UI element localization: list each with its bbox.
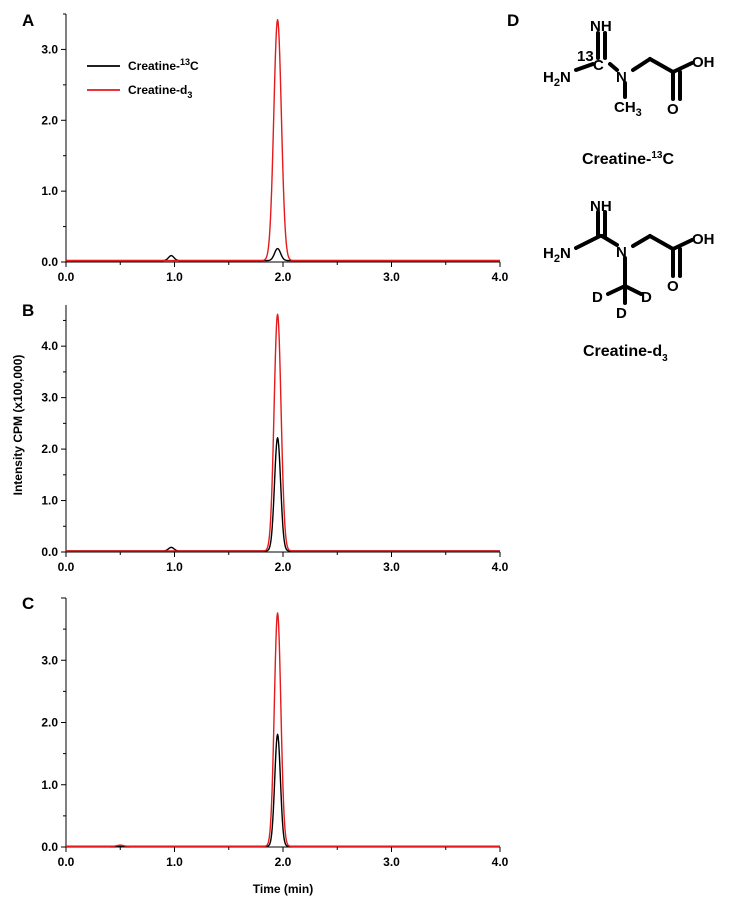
chromatogram-panel-c: 0.0 1.0 2.0 3.0 4.0 0.0 1.0 2.0 3.0 xyxy=(41,597,509,869)
series-line-creatine-d3 xyxy=(65,313,501,552)
atom-label: 13 xyxy=(577,48,594,65)
bond xyxy=(600,234,619,247)
x-tick-label: 3.0 xyxy=(383,560,400,574)
structure-creatine-d3: NH H2N N OH O D D D Creatine-d3 xyxy=(543,198,715,364)
atom-label: H2N xyxy=(543,69,571,89)
bond xyxy=(606,284,627,296)
x-tick-label: 2.0 xyxy=(275,855,292,869)
x-tick-label: 2.0 xyxy=(275,270,292,284)
structure-creatine-13c: NH 13 C H2N N OH O CH3 Creatine-13C xyxy=(543,18,715,168)
y-tick-label: 1.0 xyxy=(41,778,58,792)
bond xyxy=(574,62,595,72)
series-line-creatine-13c xyxy=(65,247,501,262)
y-tick-label: 3.0 xyxy=(41,391,58,405)
atom-label: O xyxy=(667,278,679,295)
atom-label: D xyxy=(616,305,627,322)
y-tick-label: 0.0 xyxy=(41,255,58,269)
bond xyxy=(648,234,675,251)
panel-letter-c: C xyxy=(22,594,34,613)
x-tick-label: 1.0 xyxy=(166,560,183,574)
x-tick-label: 1.0 xyxy=(166,855,183,869)
atom-label: OH xyxy=(692,54,715,71)
legend-label-creatine-d3: Creatine-d3 xyxy=(128,83,192,100)
y-tick-label: 0.0 xyxy=(41,840,58,854)
series-line-creatine-d3 xyxy=(65,18,501,262)
atom-label: NH xyxy=(590,18,612,35)
x-tick-label: 0.0 xyxy=(58,270,75,284)
y-tick-label: 1.0 xyxy=(41,494,58,508)
chromatogram-panel-a: 0.0 1.0 2.0 3.0 4.0 0.0 1.0 2.0 3.0 xyxy=(41,13,509,284)
atom-label: NH xyxy=(590,198,612,215)
y-tick-label: 4.0 xyxy=(41,339,58,353)
y-tick-label: 1.0 xyxy=(41,184,58,198)
panel-letter-a: A xyxy=(22,11,34,30)
bond xyxy=(608,62,619,72)
x-tick-label: 0.0 xyxy=(58,560,75,574)
y-tick-label: 3.0 xyxy=(41,42,58,56)
x-tick-label: 4.0 xyxy=(492,270,509,284)
y-tick-label: 0.0 xyxy=(41,545,58,559)
y-tick-label: 3.0 xyxy=(41,653,58,667)
bond xyxy=(623,284,643,296)
x-tick-label: 3.0 xyxy=(383,855,400,869)
y-tick-label: 2.0 xyxy=(41,113,58,127)
x-tick-label: 0.0 xyxy=(58,855,75,869)
panel-letter-b: B xyxy=(22,301,34,320)
atom-label: D xyxy=(641,289,652,306)
atom-label: H2N xyxy=(543,245,571,265)
atom-label: O xyxy=(667,101,679,118)
x-tick-label: 4.0 xyxy=(492,560,509,574)
structure-name-creatine-13c: Creatine-13C xyxy=(582,150,674,168)
atom-label: C xyxy=(593,57,604,74)
y-axis-title: Intensity CPM (x100,000) xyxy=(11,355,25,496)
bond xyxy=(648,57,675,74)
structure-name-creatine-d3: Creatine-d3 xyxy=(583,343,668,364)
bond xyxy=(631,234,652,248)
bond xyxy=(671,238,694,251)
atom-label: N xyxy=(616,69,627,86)
legend-label-creatine-13c: Creatine-13C xyxy=(128,57,199,73)
x-tick-label: 4.0 xyxy=(492,855,509,869)
atom-label: CH3 xyxy=(614,99,642,119)
chromatogram-panel-b: 0.0 1.0 2.0 3.0 4.0 0.0 1.0 2.0 3.0 4.0 xyxy=(41,305,509,574)
atom-label: N xyxy=(616,244,627,261)
x-tick-label: 2.0 xyxy=(275,560,292,574)
legend: Creatine-13C Creatine-d3 xyxy=(87,57,199,100)
atom-label: OH xyxy=(692,231,715,248)
x-tick-label: 3.0 xyxy=(383,270,400,284)
bond xyxy=(574,234,602,250)
series-line-creatine-d3 xyxy=(65,612,501,848)
atom-label: D xyxy=(592,289,603,306)
y-tick-label: 2.0 xyxy=(41,716,58,730)
x-tick-label: 1.0 xyxy=(166,270,183,284)
bond xyxy=(671,61,694,74)
bond xyxy=(631,57,652,72)
y-tick-label: 2.0 xyxy=(41,442,58,456)
x-axis-title: Time (min) xyxy=(253,882,313,896)
panel-letter-d: D xyxy=(507,11,519,30)
